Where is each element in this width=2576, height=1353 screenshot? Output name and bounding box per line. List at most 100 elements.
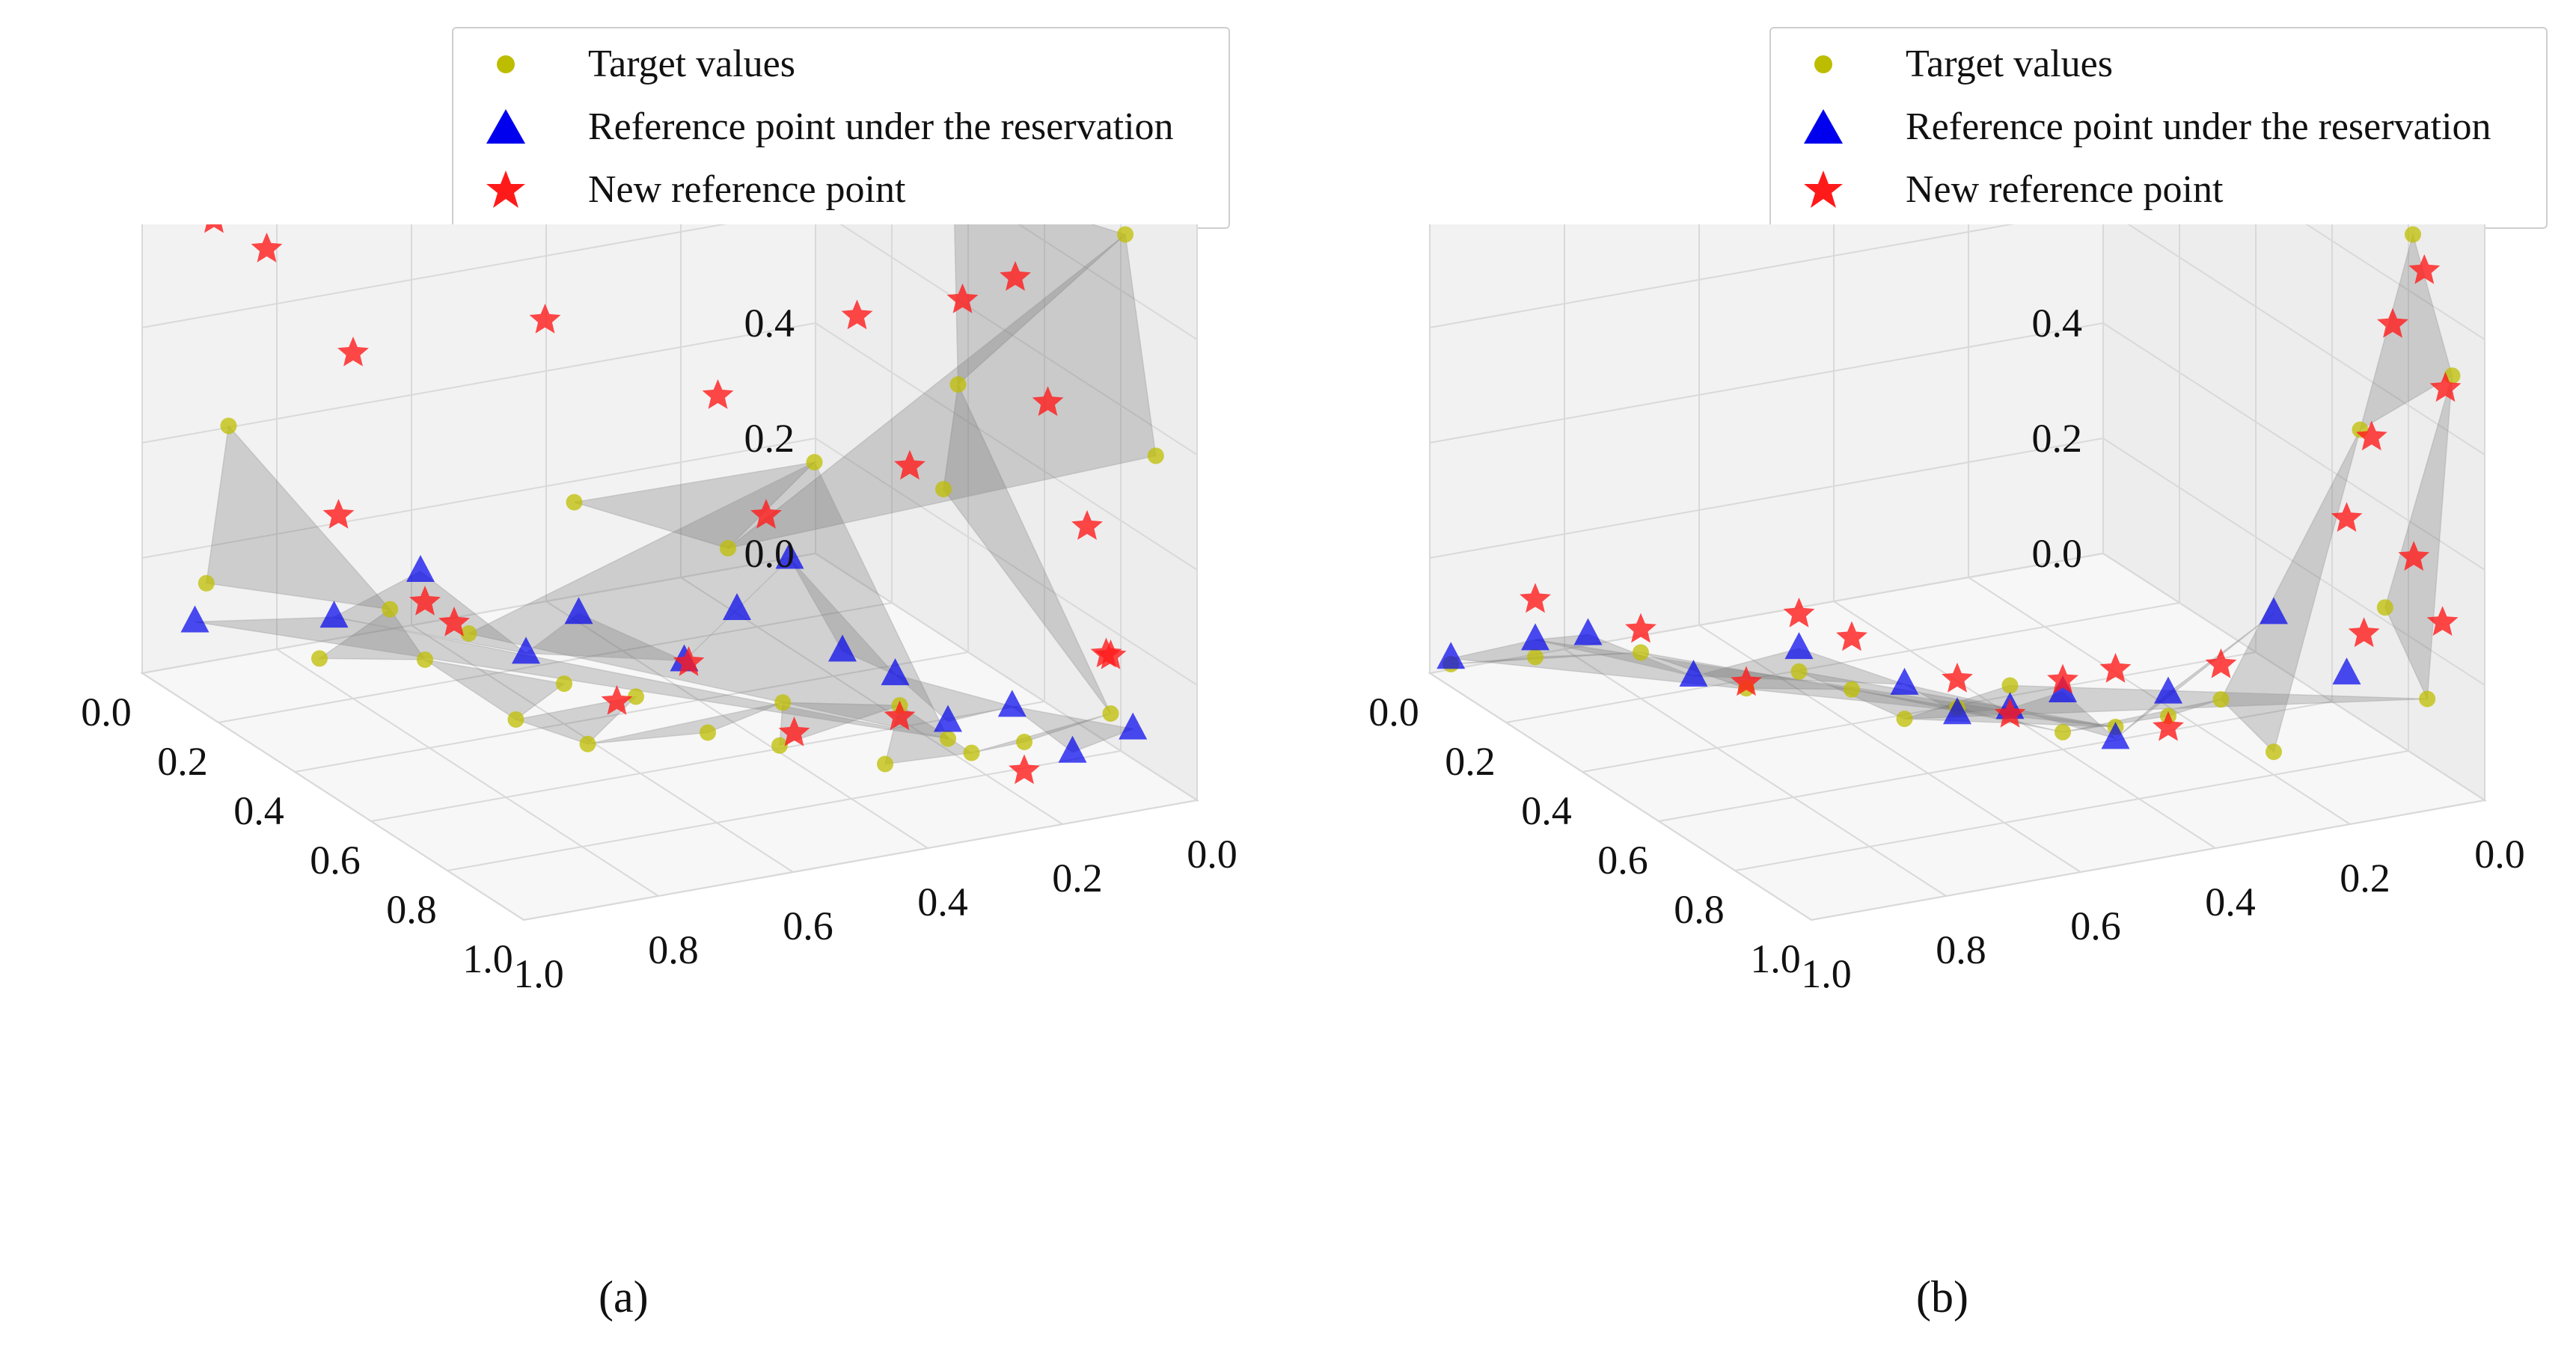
target-point [2266, 743, 2282, 761]
target-point [507, 711, 524, 728]
hull-facet [467, 461, 949, 740]
z-tick-label: 0.2 [2032, 416, 2083, 461]
new-reference-point [2426, 606, 2459, 636]
hull-facet [971, 713, 1111, 754]
x-tick-label: 1.0 [1750, 936, 1801, 981]
new-reference-point [1032, 386, 1064, 417]
new-reference-point [1095, 639, 1127, 669]
target-point [1117, 226, 1133, 243]
hull-facet [2384, 375, 2453, 702]
target-point [2376, 599, 2393, 616]
target-point [2405, 226, 2421, 243]
reference-point [828, 634, 857, 662]
target-point [2055, 723, 2071, 740]
legend-item-new-reference: New reference point [1771, 160, 2546, 220]
reference-point [406, 555, 435, 582]
hull-facet [587, 702, 783, 745]
legend-label-new-reference: New reference point [1906, 168, 2224, 211]
target-point [198, 574, 215, 592]
new-reference-point [702, 379, 734, 409]
new-reference-point [946, 283, 979, 313]
hull-facet [789, 557, 896, 675]
z-tick-label: 0.4 [2032, 301, 2083, 346]
target-point [1633, 644, 1649, 661]
scatter3d-plot-b: 0.00.20.40.60.81.00.00.20.40.60.81.01.00… [1368, 224, 2525, 996]
z-tick-label: 0.0 [744, 531, 795, 576]
legend-item-reference: Reference point under the reservation [1771, 97, 2546, 157]
hull-facet [943, 382, 1112, 714]
hull-facet [779, 702, 900, 746]
reference-point [723, 593, 751, 620]
reference-point [1679, 660, 1708, 687]
legend-item-new-reference: New reference point [453, 160, 1229, 220]
new-reference-point [2429, 372, 2462, 402]
reference-point [512, 636, 540, 664]
y-tick-label: 0.8 [648, 927, 699, 972]
z-tick-label: 0.2 [744, 416, 795, 461]
reference-point [2049, 675, 2077, 702]
target-point [700, 724, 716, 741]
reference-point [1784, 632, 1814, 660]
new-reference-point [1731, 666, 1762, 696]
new-reference-point [438, 607, 470, 636]
target-point [949, 376, 967, 393]
target-point [556, 675, 572, 693]
new-reference-point [1009, 754, 1040, 785]
target-point [774, 694, 792, 711]
grid [141, 224, 1198, 921]
tick-labels: 0.00.20.40.60.81.00.00.20.40.60.81.01.00… [1368, 224, 2525, 996]
new-reference-point [1000, 261, 1031, 291]
target-point [720, 540, 736, 556]
z-tick-label: 0.4 [744, 301, 795, 346]
new-reference-point [2153, 711, 2184, 741]
legend-label-reference: Reference point under the reservation [1906, 105, 2491, 148]
tick-labels: 0.00.20.40.60.81.00.00.20.40.60.81.01.00… [81, 224, 1237, 996]
reference-point [1573, 618, 1603, 645]
caption-a: (a) [599, 1272, 649, 1322]
reference-point [564, 597, 593, 625]
target-point [382, 601, 399, 618]
hull-facet [2007, 691, 2116, 740]
star-marker-icon [1804, 171, 1843, 208]
new-reference-point [2355, 420, 2387, 451]
z-tick-label: 0.0 [2032, 531, 2083, 576]
x-tick-label: 0.6 [1597, 838, 1648, 883]
circle-marker-icon [497, 55, 515, 73]
legend-label-target: Target values [588, 43, 795, 85]
hull-facet [2220, 429, 2361, 753]
target-point [417, 651, 433, 668]
target-point [579, 735, 596, 752]
z-tick-label: 0.6 [2032, 224, 2083, 230]
reference-point [2260, 597, 2288, 625]
legend-item-reference: Reference point under the reservation [453, 97, 1229, 157]
y-tick-label: 0.6 [2070, 903, 2121, 948]
y-tick-label: 0.2 [1052, 856, 1103, 901]
legend-item-target: Target values [1771, 34, 2546, 94]
new-reference-point [337, 337, 369, 366]
reference-point [2101, 722, 2130, 749]
x-tick-label: 0.4 [233, 788, 284, 833]
target-point [1790, 663, 1808, 680]
reference-point [775, 541, 804, 569]
hull-facet [1012, 705, 1135, 753]
reference-point [180, 605, 209, 633]
panel-a: Target values Reference point under the … [81, 27, 1237, 1322]
target-point [2212, 691, 2230, 708]
new-reference-point [1071, 510, 1103, 540]
y-tick-label: 1.0 [513, 951, 564, 996]
reference-point [1890, 667, 1919, 695]
reference-point [2154, 676, 2182, 704]
x-tick-label: 0.2 [1445, 739, 1496, 784]
hull-facet [513, 696, 638, 745]
target-point [566, 494, 583, 511]
y-tick-label: 0.4 [2205, 880, 2256, 924]
x-tick-label: 0.4 [1521, 788, 1572, 833]
target-point [771, 737, 788, 754]
legend-a: Target values Reference point under the … [452, 27, 1230, 229]
hull-facet [524, 613, 685, 662]
legend-label-reference: Reference point under the reservation [588, 105, 1174, 148]
x-tick-label: 0.8 [1674, 887, 1725, 932]
new-reference-point [2398, 541, 2430, 571]
new-reference-point [1994, 698, 2026, 728]
x-tick-label: 1.0 [462, 936, 513, 981]
